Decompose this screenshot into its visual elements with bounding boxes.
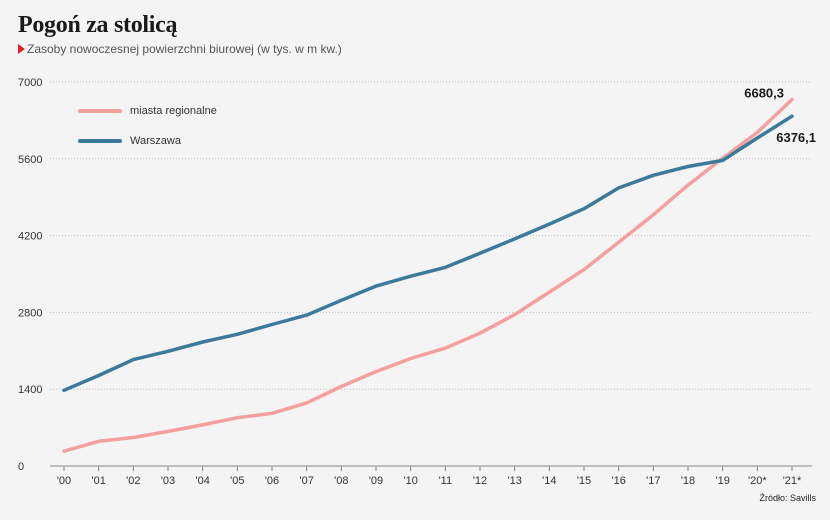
x-tick-label: '06 [265, 475, 279, 487]
y-tick-label: 7000 [18, 77, 42, 89]
source-note: Źródło: Savills [759, 493, 816, 503]
y-tick-label: 2800 [18, 307, 42, 319]
series-lines [62, 97, 794, 453]
x-tick-label: '00 [57, 475, 71, 487]
x-tick-label: '14 [542, 475, 556, 487]
gridlines [50, 81, 812, 467]
x-tick-label: '13 [507, 475, 521, 487]
legend-swatch-regional [78, 109, 122, 113]
triangle-bullet-icon [18, 44, 25, 54]
legend: miasta regionalne Warszawa [78, 96, 217, 156]
subtitle-text: Zasoby nowoczesnej powierzchni biurowej … [27, 42, 342, 56]
data-labels: 6680,3 6376,1 [744, 86, 816, 146]
x-tick-label: '18 [681, 475, 695, 487]
x-axis-ticks: '00 '01 '02 '03 '04 '05 '06 '07 '08 '09 '10 '11 '12 '… [57, 466, 802, 487]
x-tick-label: '12 [473, 475, 487, 487]
x-tick-label: '21* [783, 475, 802, 487]
series-line-warsaw [62, 114, 794, 393]
x-tick-label: '20* [748, 475, 767, 487]
x-tick-label: '10 [403, 475, 417, 487]
chart-title: Pogoń za stolicą [18, 12, 178, 38]
y-axis-ticks: 0 1400 2800 4200 5600 7000 [18, 77, 42, 473]
x-tick-label: '09 [369, 475, 383, 487]
y-tick-label: 4200 [18, 231, 42, 243]
data-label-warsaw-last: 6376,1 [776, 130, 816, 145]
series-line-regional [62, 97, 794, 453]
x-tick-label: '01 [91, 475, 105, 487]
legend-item-warsaw: Warszawa [78, 126, 217, 156]
legend-label-regional: miasta regionalne [130, 105, 217, 117]
x-tick-label: '19 [715, 475, 729, 487]
x-tick-label: '11 [439, 475, 453, 487]
x-tick-label: '05 [230, 475, 244, 487]
y-tick-label: 0 [18, 461, 24, 473]
x-tick-label: '17 [646, 475, 660, 487]
x-tick-label: '07 [299, 475, 313, 487]
y-tick-label: 1400 [18, 384, 42, 396]
x-tick-label: '03 [161, 475, 175, 487]
x-tick-label: '15 [577, 475, 591, 487]
chart-subtitle: Zasoby nowoczesnej powierzchni biurowej … [18, 42, 342, 56]
legend-label-warsaw: Warszawa [130, 135, 181, 147]
x-tick-label: '02 [126, 475, 140, 487]
legend-swatch-warsaw [78, 139, 122, 143]
x-tick-label: '04 [195, 475, 209, 487]
x-tick-label: '08 [334, 475, 348, 487]
legend-item-regional: miasta regionalne [78, 96, 217, 126]
x-tick-label: '16 [611, 475, 625, 487]
y-tick-label: 5600 [18, 154, 42, 166]
data-label-regional-last: 6680,3 [744, 86, 784, 101]
